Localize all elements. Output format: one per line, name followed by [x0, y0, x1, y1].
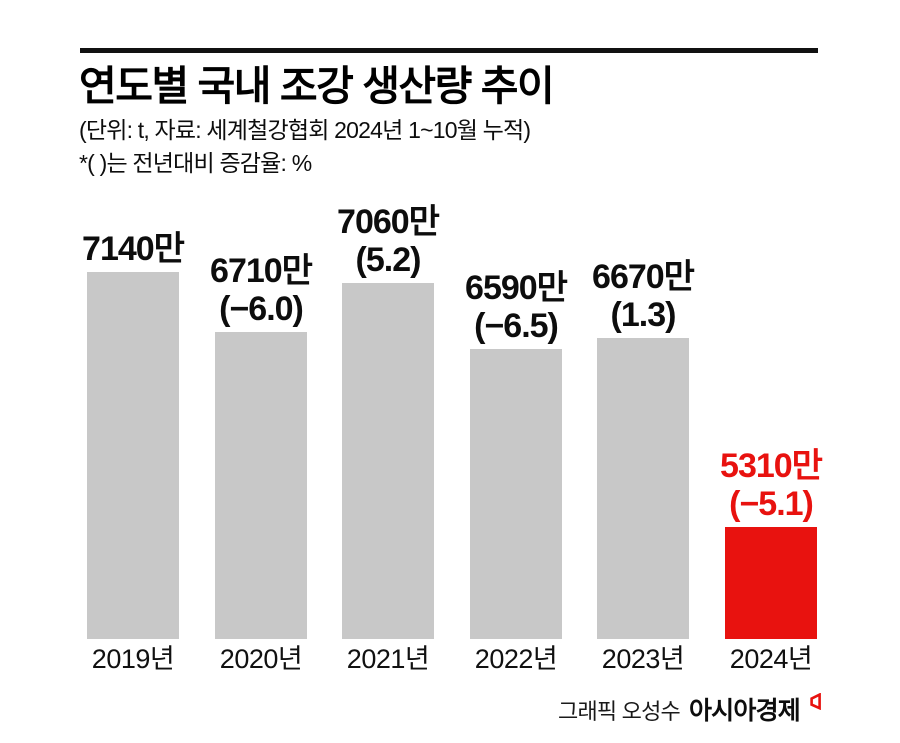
bar-2023년 [597, 338, 689, 639]
bar-2024년 [725, 527, 817, 639]
bar-value-label-2024년: 5310만 (−5.1) [720, 447, 823, 523]
axis-year-label-2019년: 2019년 [91, 644, 175, 674]
bar-value-label-2022년: 6590만 (−6.5) [465, 269, 568, 345]
axis-year-label-2023년: 2023년 [601, 644, 685, 674]
top-rule [80, 48, 818, 53]
bar-2022년 [470, 349, 562, 639]
bar-value-label-2021년: 7060만 (5.2) [337, 203, 440, 279]
bar-value-label-2019년: 7140만 [82, 230, 185, 268]
graphic-credit: 그래픽 오성수 [558, 699, 681, 724]
footer-credit: 그래픽 오성수 아시아경제 [558, 691, 822, 727]
axis-year-label-2022년: 2022년 [474, 644, 558, 674]
bar-value-label-2020년: 6710만 (−6.0) [210, 252, 313, 328]
bar-2019년 [87, 272, 179, 639]
chart-footnote: *( )는 전년대비 증감율: % [79, 150, 312, 176]
axis-year-label-2020년: 2020년 [219, 644, 303, 674]
brand-logo-text: 아시아경제 [688, 697, 801, 725]
axis-year-label-2024년: 2024년 [729, 644, 813, 674]
chart-subtitle: (단위: t, 자료: 세계철강협회 2024년 1~10월 누적) [79, 117, 531, 143]
bar-value-label-2023년: 6670만 (1.3) [592, 258, 695, 334]
axis-year-label-2021년: 2021년 [346, 644, 430, 674]
bar-2021년 [342, 283, 434, 639]
bar-2020년 [215, 332, 307, 639]
chart-title: 연도별 국내 조강 생산량 추이 [79, 63, 555, 109]
brand-logo-mark-icon [809, 692, 822, 715]
